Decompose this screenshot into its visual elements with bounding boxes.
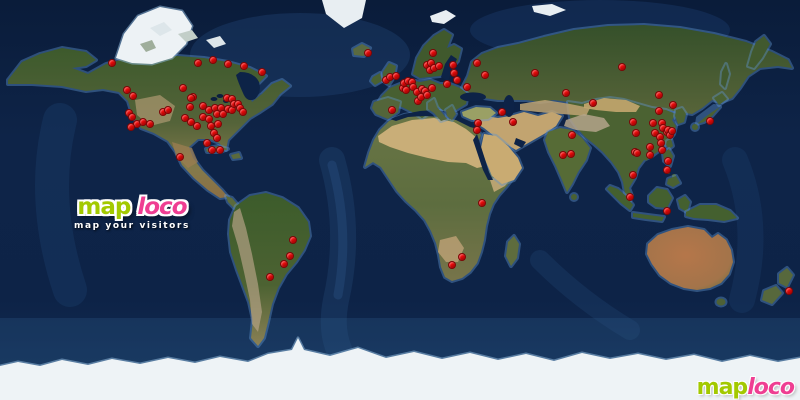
visitor-marker	[164, 106, 172, 114]
visitor-marker	[655, 107, 663, 115]
logo-wordmark: map loco	[77, 194, 187, 220]
visitor-marker	[658, 146, 666, 154]
visitor-marker	[633, 149, 641, 157]
visitor-marker	[266, 273, 274, 281]
logo-tagline: map your visitors	[74, 221, 190, 231]
visitor-marker	[179, 84, 187, 92]
continent-south-america	[227, 191, 312, 348]
visitor-marker	[392, 72, 400, 80]
visitor-marker	[458, 253, 466, 261]
visitor-marker	[108, 59, 116, 67]
watermark-map-text: map	[696, 375, 749, 400]
visitor-marker	[664, 157, 672, 165]
visitor-marker	[176, 153, 184, 161]
visitor-marker	[187, 94, 195, 102]
visitor-marker	[216, 146, 224, 154]
visitor-marker	[629, 171, 637, 179]
visitor-marker	[509, 118, 517, 126]
visitor-marker	[463, 83, 471, 91]
visitor-marker	[146, 120, 154, 128]
maploco-logo[interactable]: map loco map your visitors	[74, 196, 190, 231]
visitor-marker	[193, 122, 201, 130]
visitor-marker	[646, 151, 654, 159]
visitor-marker	[443, 80, 451, 88]
visitor-marker	[646, 143, 654, 151]
visitor-marker	[429, 49, 437, 57]
visitor-marker	[449, 61, 457, 69]
continent-australia	[645, 225, 795, 308]
visitor-marker	[618, 63, 626, 71]
visitor-marker	[649, 119, 657, 127]
visitor-marker	[663, 166, 671, 174]
visitor-marker	[448, 261, 456, 269]
visitor-marker	[194, 59, 202, 67]
visitor-marker	[364, 49, 372, 57]
visitor-marker	[531, 69, 539, 77]
visitor-marker	[632, 129, 640, 137]
visitor-marker	[208, 146, 216, 154]
visitor-marker	[562, 89, 570, 97]
visitor-marker	[626, 193, 634, 201]
visitor-marker	[567, 150, 575, 158]
visitor-marker	[478, 199, 486, 207]
visitor-marker	[219, 110, 227, 118]
visitor-marker	[289, 236, 297, 244]
antarctica	[0, 336, 800, 400]
visitor-marker	[258, 68, 266, 76]
visitor-marker	[128, 113, 136, 121]
visitor-marker	[568, 131, 576, 139]
visitor-marker	[286, 252, 294, 260]
watermark-loco-text: loco	[747, 375, 795, 400]
visitor-marker	[435, 62, 443, 70]
visitor-marker	[129, 92, 137, 100]
logo-loco-text: loco	[137, 194, 187, 220]
continent-eurasia	[351, 23, 794, 223]
visitor-marker	[127, 123, 135, 131]
visitor-marker	[559, 151, 567, 159]
visitor-marker	[209, 56, 217, 64]
visitor-marker	[280, 260, 288, 268]
visitor-marker	[453, 76, 461, 84]
visitor-marker	[123, 86, 131, 94]
visitor-marker	[214, 120, 222, 128]
visitor-marker	[669, 101, 677, 109]
visitor-marker	[423, 91, 431, 99]
visitor-marker	[186, 103, 194, 111]
visitor-marker	[239, 108, 247, 116]
visitor-marker	[224, 60, 232, 68]
visitor-marker	[706, 117, 714, 125]
continent-africa	[363, 109, 521, 283]
visitor-marker	[668, 127, 676, 135]
visitor-marker	[785, 287, 793, 295]
visitor-marker	[428, 84, 436, 92]
visitor-marker	[498, 108, 506, 116]
visitor-marker	[481, 71, 489, 79]
visitor-marker	[629, 118, 637, 126]
visitor-marker	[240, 62, 248, 70]
visitor-marker	[589, 99, 597, 107]
visitor-marker	[663, 207, 671, 215]
visitor-marker	[388, 106, 396, 114]
maploco-watermark[interactable]: maploco	[696, 375, 795, 400]
visitor-marker	[203, 139, 211, 147]
visitor-marker	[473, 59, 481, 67]
logo-map-text: map	[77, 194, 131, 220]
visitor-marker	[213, 134, 221, 142]
visitor-marker	[473, 126, 481, 134]
visitor-marker	[655, 91, 663, 99]
